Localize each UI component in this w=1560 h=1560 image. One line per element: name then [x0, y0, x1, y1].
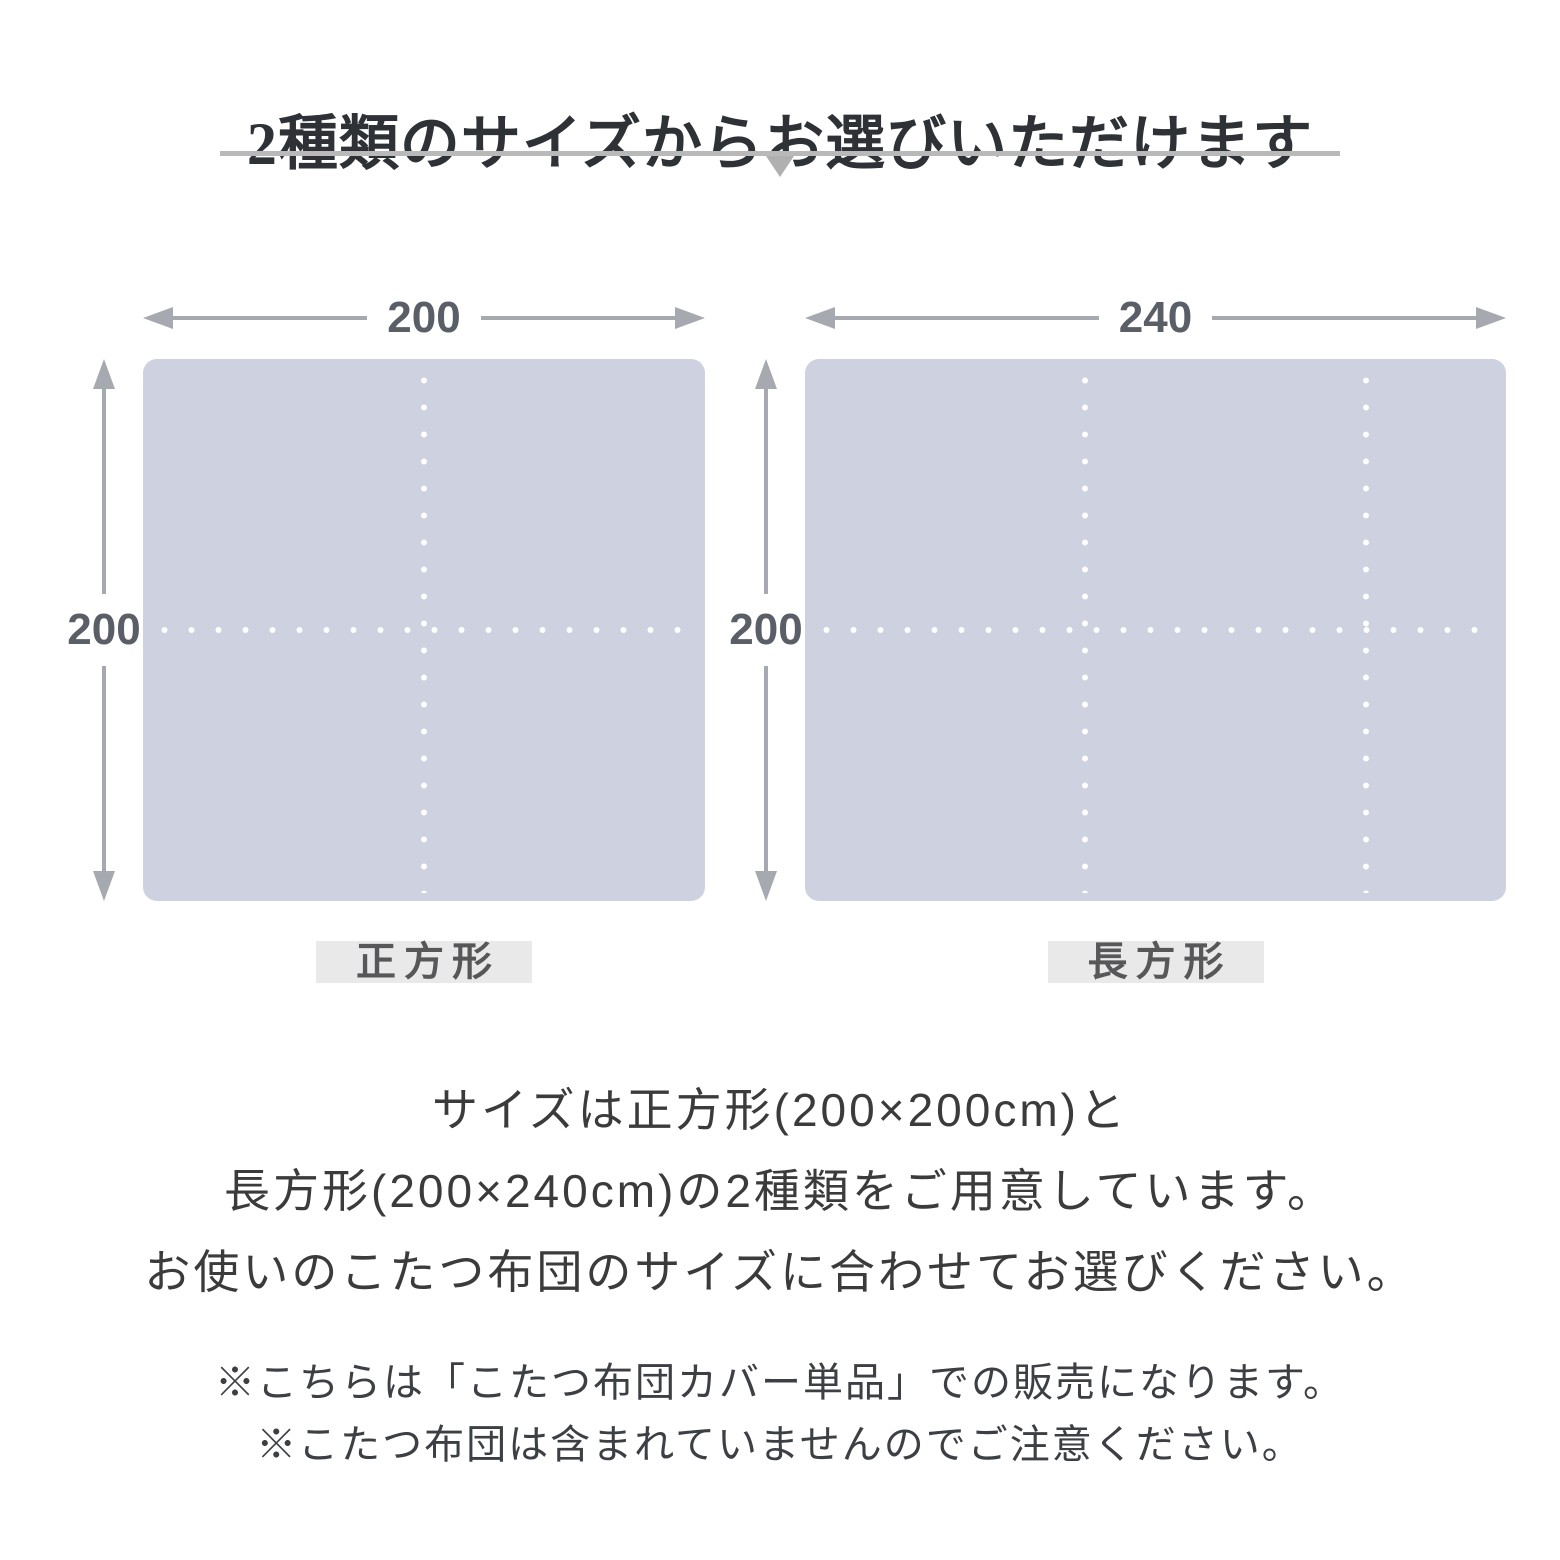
- dimension-line: [102, 389, 106, 594]
- arrow-down-head-icon: [755, 871, 777, 901]
- title-underline: [220, 151, 1340, 156]
- height-value: 200: [67, 605, 141, 654]
- dimension-line: [764, 666, 768, 871]
- size-description: サイズは正方形(200×200cm)と 長方形(200×240cm)の2種類をご…: [0, 1070, 1560, 1313]
- height-dimension-arrow: 200: [727, 359, 805, 901]
- sales-notes: ※こちらは「こたつ布団カバー単品」での販売になります。 ※こたつ布団は含まれてい…: [0, 1352, 1560, 1476]
- arrow-up-head-icon: [93, 359, 115, 389]
- size-diagram-square: 200 200 正方形: [65, 293, 706, 983]
- height-value: 200: [729, 605, 803, 654]
- dimension-line: [835, 316, 1099, 320]
- note-line: ※こたつ布団は含まれていませんのでご注意ください。: [256, 1422, 1304, 1467]
- arrow-left-head-icon: [143, 307, 173, 329]
- futon-cover-panel-rectangle: [805, 359, 1506, 901]
- width-value: 240: [1118, 293, 1193, 342]
- shape-label-square: 正方形: [316, 941, 532, 983]
- height-dimension-arrow: 200: [65, 359, 143, 901]
- arrow-down-head-icon: [93, 871, 115, 901]
- dimension-line: [102, 666, 106, 871]
- arrow-up-head-icon: [755, 359, 777, 389]
- description-line: サイズは正方形(200×200cm)と: [432, 1084, 1128, 1136]
- width-dimension-arrow: 200: [143, 293, 706, 342]
- shape-label-rectangle: 長方形: [1047, 941, 1264, 983]
- dimension-line: [764, 389, 768, 594]
- arrow-left-head-icon: [805, 307, 835, 329]
- futon-cover-panel-square: [143, 359, 705, 901]
- arrow-right-head-icon: [675, 307, 706, 329]
- stitch-line-horizontal-icon: [813, 627, 1498, 633]
- dimension-line: [480, 316, 676, 320]
- note-line: ※こちらは「こたつ布団カバー単品」での販売になります。: [215, 1360, 1345, 1405]
- dimension-line: [1212, 316, 1477, 320]
- description-line: お使いのこたつ布団のサイズに合わせてお選びください。: [144, 1246, 1416, 1298]
- stitch-line-horizontal-icon: [151, 627, 697, 633]
- width-value: 200: [387, 293, 461, 342]
- description-line: 長方形(200×240cm)の2種類をご用意しています。: [224, 1165, 1336, 1217]
- dimension-line: [173, 316, 368, 320]
- down-triangle-icon: [766, 156, 794, 177]
- arrow-right-head-icon: [1476, 307, 1507, 329]
- width-dimension-arrow: 240: [805, 293, 1507, 342]
- size-diagram-rectangle: 240 200 長方形: [727, 293, 1507, 983]
